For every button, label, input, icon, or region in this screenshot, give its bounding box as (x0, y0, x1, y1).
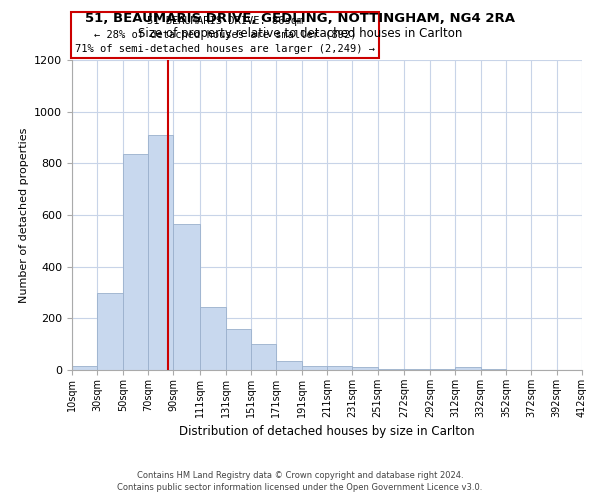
Bar (200, 306, 226, 370)
Bar (455, 368, 481, 370)
Bar (481, 368, 506, 370)
Bar (97, 292, 123, 370)
Bar (404, 368, 430, 370)
Bar (226, 328, 251, 370)
Bar (251, 344, 276, 370)
Bar (352, 368, 378, 370)
X-axis label: Distribution of detached houses by size in Carlton: Distribution of detached houses by size … (179, 426, 475, 438)
Bar (123, 154, 148, 370)
Text: 51 BEAUMARIS DRIVE: 86sqm
← 28% of detached houses are smaller (892)
71% of semi: 51 BEAUMARIS DRIVE: 86sqm ← 28% of detac… (75, 16, 375, 54)
Text: Size of property relative to detached houses in Carlton: Size of property relative to detached ho… (138, 28, 462, 40)
Text: Contains HM Land Registry data © Crown copyright and database right 2024.
Contai: Contains HM Land Registry data © Crown c… (118, 471, 482, 492)
Y-axis label: Number of detached properties: Number of detached properties (19, 128, 29, 302)
Bar (148, 135, 173, 370)
Bar (430, 368, 455, 370)
Bar (327, 366, 352, 370)
Bar (173, 224, 200, 370)
Bar (72, 366, 97, 370)
Text: 51, BEAUMARIS DRIVE, GEDLING, NOTTINGHAM, NG4 2RA: 51, BEAUMARIS DRIVE, GEDLING, NOTTINGHAM… (85, 12, 515, 26)
Bar (378, 368, 404, 370)
Bar (302, 366, 327, 370)
Bar (276, 361, 302, 370)
